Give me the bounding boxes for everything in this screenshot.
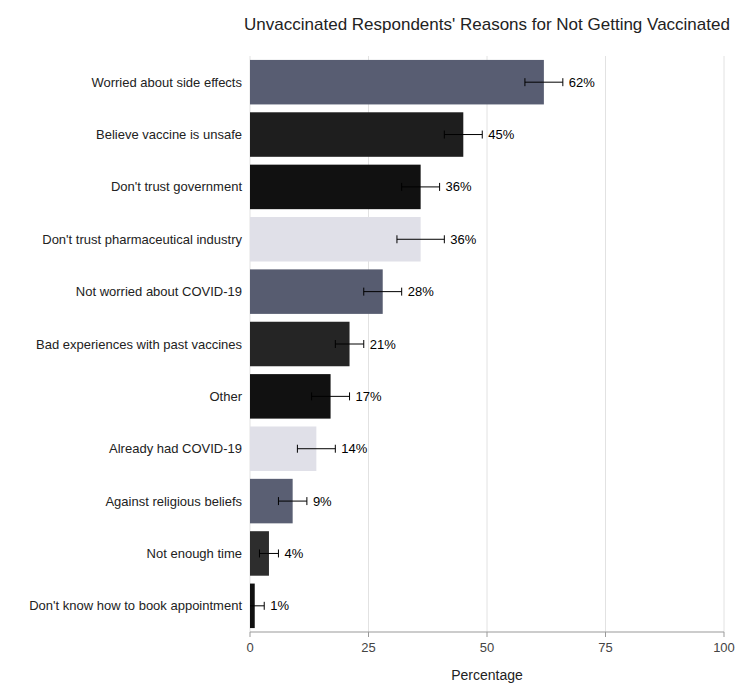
error-bar (250, 602, 264, 610)
category-label: Bad experiences with past vaccines (36, 337, 242, 352)
error-bar (444, 131, 482, 139)
data-label: 28% (408, 284, 434, 299)
error-bar (312, 392, 350, 400)
chart-container: Unvaccinated Respondents' Reasons for No… (0, 0, 754, 696)
data-label: 1% (270, 598, 289, 613)
data-label: 36% (450, 232, 476, 247)
tick-label: 100 (713, 640, 735, 655)
data-label: 36% (446, 179, 472, 194)
error-bar (297, 445, 335, 453)
bar (250, 165, 421, 210)
tick-mark (724, 632, 725, 637)
tick-mark (605, 632, 606, 637)
bar (250, 217, 421, 262)
error-bar (259, 549, 278, 557)
data-label: 62% (569, 75, 595, 90)
bar (250, 60, 544, 105)
tick-label: 25 (361, 640, 375, 655)
grid (250, 56, 724, 632)
x-axis-label: Percentage (451, 667, 523, 683)
error-bar (525, 78, 563, 86)
chart: Unvaccinated Respondents' Reasons for No… (0, 0, 754, 696)
category-label: Don't trust pharmaceutical industry (42, 232, 242, 247)
grid-line (605, 56, 606, 632)
data-label: 14% (341, 441, 367, 456)
tick-mark (368, 632, 369, 637)
grid-line (487, 56, 488, 632)
grid-line (724, 56, 725, 632)
data-label: 9% (313, 494, 332, 509)
bar (250, 112, 463, 157)
data-label: 21% (370, 337, 396, 352)
category-label: Already had COVID-19 (109, 441, 242, 456)
title: Unvaccinated Respondents' Reasons for No… (244, 15, 730, 34)
bar (250, 322, 350, 367)
error-bar (397, 235, 444, 243)
data-label: 45% (488, 127, 514, 142)
data-label: 4% (284, 546, 303, 561)
category-label: Not worried about COVID-19 (76, 284, 242, 299)
error-bar (364, 288, 402, 296)
error-bar (402, 183, 440, 191)
error-bar (278, 497, 306, 505)
category-label: Worried about side effects (91, 75, 242, 90)
category-label: Not enough time (147, 546, 242, 561)
category-label: Against religious beliefs (105, 494, 242, 509)
x-axis-line (250, 632, 724, 633)
tick-label: 50 (480, 640, 494, 655)
category-label: Believe vaccine is unsafe (96, 127, 242, 142)
background (0, 0, 754, 696)
marks (250, 60, 563, 628)
error-bar (335, 340, 363, 348)
category-label: Other (209, 389, 242, 404)
bar (250, 269, 383, 314)
category-label: Don't trust government (111, 179, 242, 194)
data-label: 17% (356, 389, 382, 404)
tick-mark (487, 632, 488, 637)
tick-mark (250, 632, 251, 637)
tick-label: 0 (246, 640, 253, 655)
tick-label: 75 (598, 640, 612, 655)
category-label: Don't know how to book appointment (29, 598, 242, 613)
